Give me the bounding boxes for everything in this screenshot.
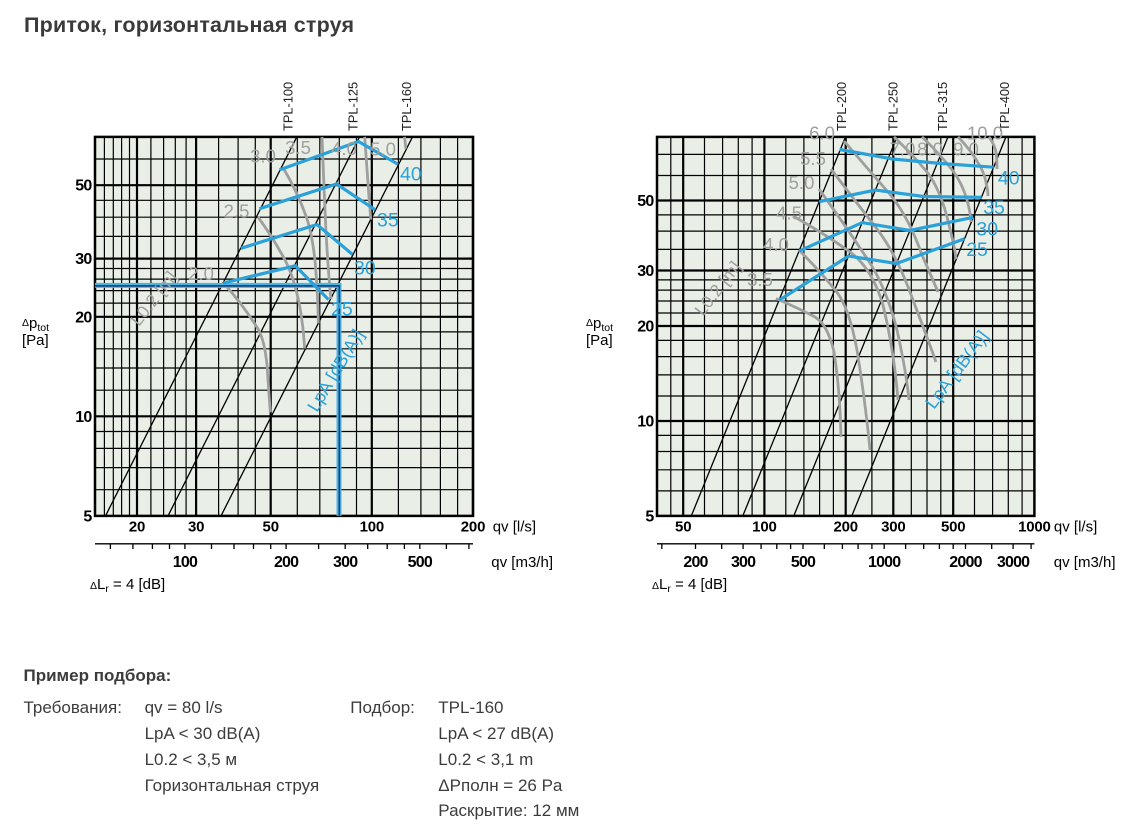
svg-text:25: 25 (331, 299, 353, 321)
svg-text:TPL-100: TPL-100 (281, 82, 296, 131)
svg-text:200: 200 (683, 554, 708, 571)
svg-text:2.0: 2.0 (188, 263, 214, 284)
svg-text:10: 10 (75, 409, 92, 426)
svg-text:7.0: 7.0 (890, 139, 916, 160)
svg-text:200: 200 (833, 519, 857, 536)
svg-text:TPL-125: TPL-125 (346, 82, 361, 131)
svg-text:8.0: 8.0 (917, 139, 943, 160)
svg-text:30: 30 (354, 258, 376, 280)
svg-text:9.0: 9.0 (953, 139, 979, 160)
svg-text:qv [l/s]: qv [l/s] (1054, 519, 1097, 536)
svg-text:Δptot: Δptot (22, 315, 49, 334)
svg-text:TPL-315: TPL-315 (935, 82, 950, 131)
svg-text:30: 30 (637, 263, 654, 280)
svg-text:500: 500 (941, 519, 965, 536)
svg-text:35: 35 (983, 197, 1005, 219)
svg-text:30: 30 (976, 219, 998, 241)
svg-text:qv [m3/h]: qv [m3/h] (491, 554, 553, 571)
svg-text:500: 500 (408, 554, 433, 571)
svg-text:200: 200 (461, 519, 485, 536)
svg-text:100: 100 (752, 519, 776, 536)
svg-text:50: 50 (637, 193, 654, 210)
svg-text:ΔLr = 4 [dB]: ΔLr = 4 [dB] (652, 576, 727, 595)
svg-text:20: 20 (75, 309, 92, 326)
svg-text:ΔLr = 4 [dB]: ΔLr = 4 [dB] (90, 576, 165, 595)
svg-text:20: 20 (637, 319, 654, 336)
svg-text:2000: 2000 (949, 554, 982, 571)
svg-text:35: 35 (377, 210, 399, 232)
svg-text:50: 50 (75, 178, 92, 195)
svg-text:25: 25 (966, 239, 988, 261)
svg-text:30: 30 (188, 519, 204, 536)
svg-text:200: 200 (274, 554, 299, 571)
svg-text:1000: 1000 (1018, 519, 1051, 536)
svg-text:100: 100 (173, 554, 198, 571)
svg-text:6.0: 6.0 (809, 123, 835, 144)
svg-text:40: 40 (998, 168, 1020, 190)
svg-text:Δptot: Δptot (586, 315, 613, 334)
svg-text:10: 10 (637, 414, 654, 431)
svg-text:100: 100 (360, 519, 384, 536)
svg-text:TPL-200: TPL-200 (834, 82, 849, 131)
svg-text:1000: 1000 (868, 554, 901, 571)
svg-text:3000: 3000 (997, 554, 1030, 571)
svg-text:10.0: 10.0 (967, 123, 1003, 144)
svg-text:5.5: 5.5 (800, 148, 826, 169)
svg-text:qv [l/s]: qv [l/s] (493, 519, 536, 536)
svg-text:qv [m3/h]: qv [m3/h] (1054, 554, 1116, 571)
svg-text:20: 20 (129, 519, 145, 536)
svg-text:300: 300 (333, 554, 358, 571)
svg-text:TPL-250: TPL-250 (886, 82, 901, 131)
svg-text:5.0: 5.0 (370, 139, 396, 160)
svg-text:300: 300 (881, 519, 905, 536)
svg-text:30: 30 (75, 251, 92, 268)
svg-text:TPL-160: TPL-160 (399, 82, 414, 131)
svg-text:50: 50 (263, 519, 279, 536)
svg-text:2.5: 2.5 (224, 201, 250, 222)
svg-text:40: 40 (400, 164, 422, 186)
svg-text:[Pa]: [Pa] (22, 332, 49, 349)
svg-text:300: 300 (731, 554, 756, 571)
svg-text:3.5: 3.5 (747, 269, 773, 290)
svg-text:3.5: 3.5 (285, 137, 311, 158)
svg-text:4.0: 4.0 (763, 234, 789, 255)
svg-text:4.0: 4.0 (331, 138, 357, 159)
svg-text:5: 5 (645, 508, 654, 525)
svg-text:5.0: 5.0 (789, 172, 815, 193)
svg-text:5: 5 (83, 508, 92, 525)
svg-text:TPL-400: TPL-400 (997, 82, 1012, 131)
svg-text:[Pa]: [Pa] (586, 332, 613, 349)
svg-text:500: 500 (791, 554, 816, 571)
svg-text:3.0: 3.0 (250, 146, 276, 167)
svg-text:50: 50 (675, 519, 691, 536)
svg-text:4.5: 4.5 (776, 203, 802, 224)
